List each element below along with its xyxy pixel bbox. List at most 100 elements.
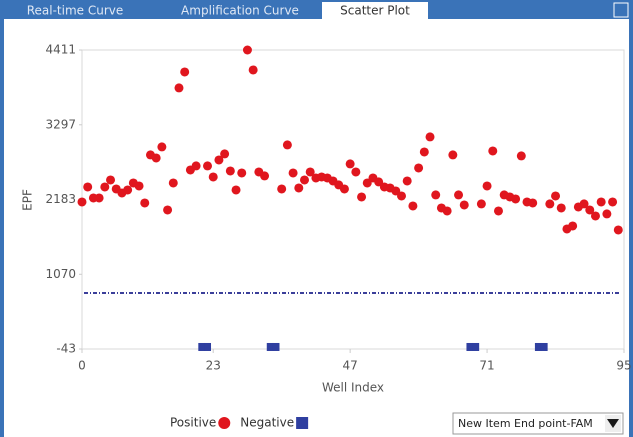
positive-point: [231, 185, 241, 195]
positive-point: [608, 197, 618, 207]
negative-point: [272, 342, 280, 351]
positive-point: [282, 140, 292, 150]
negative-point: [540, 342, 548, 351]
positive-point: [431, 190, 441, 200]
x-tick-label: 47: [343, 359, 358, 373]
positive-point: [551, 191, 561, 201]
positive-point: [585, 205, 595, 215]
positive-point: [220, 149, 230, 159]
y-tick-label: 3297: [45, 117, 76, 131]
negative-point: [198, 342, 206, 351]
positive-point: [157, 142, 167, 152]
tab[interactable]: Amplification Curve: [181, 4, 299, 18]
positive-point: [568, 221, 578, 231]
icon-box: [613, 2, 629, 18]
positive-point: [419, 147, 429, 157]
positive-point: [425, 132, 435, 142]
negative-point: [466, 342, 474, 351]
positive-point: [448, 150, 458, 160]
expand-icon[interactable]: [613, 2, 629, 18]
positive-point: [94, 193, 104, 203]
y-tick-label: 1070: [45, 267, 76, 281]
x-tick-label: 71: [479, 359, 494, 373]
positive-point: [300, 175, 310, 185]
positive-point: [203, 161, 213, 171]
y-axis-label: EPF: [21, 189, 35, 211]
positive-point: [596, 197, 606, 207]
legend-marker: [296, 417, 309, 429]
dropdown-box: [452, 412, 624, 435]
positive-point: [174, 83, 184, 93]
tab[interactable]: Real-time Curve: [27, 4, 124, 18]
x-axis-label: Well Index: [322, 381, 384, 395]
positive-point: [613, 225, 623, 235]
positive-point: [339, 184, 349, 194]
legend-label: Negative: [240, 416, 294, 430]
positive-point: [516, 151, 526, 161]
positive-point: [402, 176, 412, 186]
tab[interactable]: Scatter Plot: [322, 2, 428, 19]
positive-point: [459, 200, 469, 210]
positive-point: [442, 206, 452, 216]
legend-marker: [218, 417, 231, 429]
dropdown[interactable]: New Item End point-FAM: [452, 412, 624, 435]
positive-point: [123, 185, 133, 195]
positive-point: [488, 146, 498, 156]
positive-point: [454, 190, 464, 200]
positive-point: [163, 205, 173, 215]
positive-point: [482, 181, 492, 191]
positive-point: [305, 167, 315, 177]
positive-point: [590, 211, 600, 221]
tab-label: Real-time Curve: [27, 4, 124, 18]
positive-point: [214, 155, 224, 165]
dropdown-label: New Item End point-FAM: [458, 417, 593, 430]
positive-point: [260, 171, 270, 181]
negative-point: [204, 342, 212, 351]
x-tick-label: 0: [78, 359, 86, 373]
positive-point: [248, 65, 258, 75]
positive-point: [83, 182, 93, 192]
x-tick-label: 95: [616, 359, 631, 373]
positive-point: [191, 161, 201, 171]
positive-point: [180, 67, 190, 77]
positive-point: [357, 192, 367, 202]
positive-point: [106, 175, 116, 185]
positive-point: [493, 206, 503, 216]
positive-point: [225, 166, 235, 176]
positive-point: [545, 199, 555, 209]
positive-point: [100, 182, 110, 192]
positive-point: [396, 191, 406, 201]
positive-point: [345, 159, 355, 169]
legend-label: Positive: [170, 416, 216, 430]
positive-point: [168, 178, 178, 188]
positive-point: [408, 201, 418, 211]
negative-point: [266, 342, 274, 351]
negative-point: [472, 342, 480, 351]
positive-point: [242, 45, 252, 55]
y-tick-label: 2183: [45, 192, 76, 206]
positive-point: [556, 203, 566, 213]
tab-label: Scatter Plot: [340, 4, 410, 18]
positive-point: [277, 184, 287, 194]
y-tick-label: -43: [56, 342, 76, 356]
y-tick-label: 4411: [45, 43, 76, 57]
tab-label: Amplification Curve: [181, 4, 299, 18]
positive-point: [134, 181, 144, 191]
positive-point: [294, 183, 304, 193]
x-tick-label: 23: [206, 359, 221, 373]
positive-point: [528, 198, 538, 208]
tab-bg: [322, 2, 428, 19]
positive-point: [208, 172, 218, 182]
positive-point: [237, 168, 247, 178]
positive-point: [511, 194, 521, 204]
positive-point: [414, 163, 424, 173]
left-frame: [0, 19, 4, 437]
positive-point: [77, 197, 87, 207]
positive-point: [140, 198, 150, 208]
tab-bar: [0, 0, 633, 19]
positive-point: [579, 199, 589, 209]
positive-point: [288, 168, 298, 178]
negative-point: [534, 342, 542, 351]
